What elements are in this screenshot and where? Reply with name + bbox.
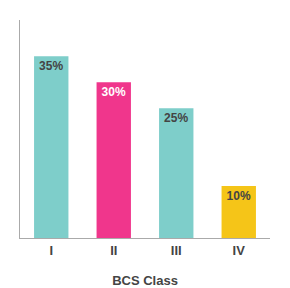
svg-text:10%: 10% [227, 189, 251, 203]
svg-text:IV: IV [233, 243, 246, 258]
svg-text:30%: 30% [102, 85, 126, 99]
svg-text:I: I [49, 243, 53, 258]
svg-text:III: III [171, 243, 182, 258]
svg-text:II: II [110, 243, 117, 258]
svg-text:BCS Class: BCS Class [112, 273, 178, 288]
svg-text:35%: 35% [39, 59, 63, 73]
svg-text:25%: 25% [164, 111, 188, 125]
